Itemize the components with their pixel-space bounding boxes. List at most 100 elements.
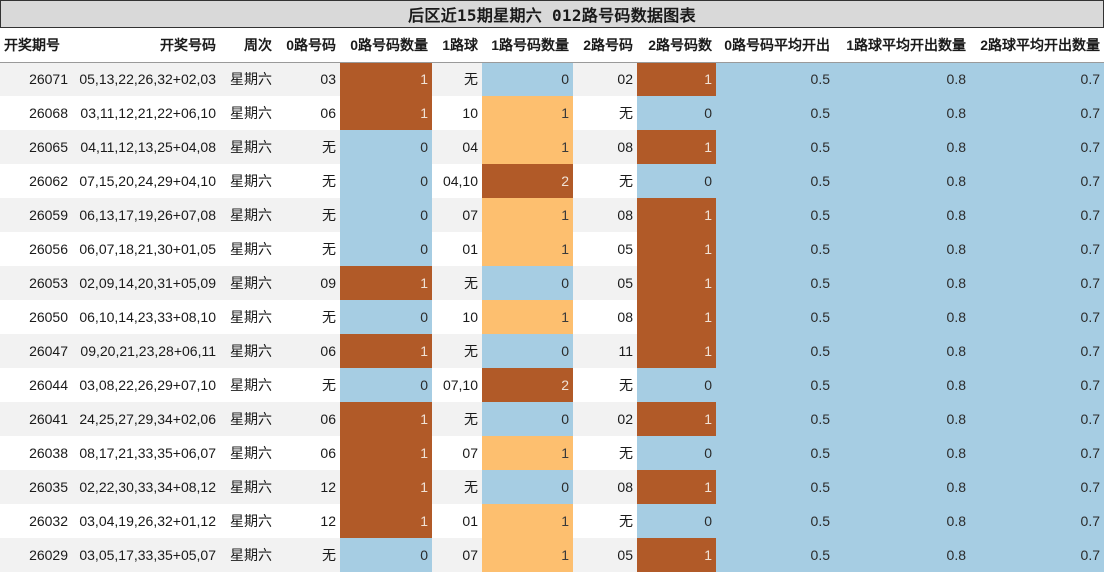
r1-count-cell: 1	[482, 96, 573, 130]
r1-count-cell: 0	[482, 402, 573, 436]
table-row: 26035 02,22,30,33,34+08,12 星期六 12 1 无 0 08 1 0.5 0…	[0, 470, 1104, 504]
avg0-cell: 0.5	[716, 266, 834, 300]
avg2-cell: 0.7	[970, 232, 1104, 266]
issue-cell: 26041	[0, 402, 72, 436]
table-row: 26062 07,15,20,24,29+04,10 星期六无 0 04,10 2 无 0 0.…	[0, 164, 1104, 198]
avg0-cell: 0.5	[716, 402, 834, 436]
avg1-cell: 0.8	[834, 504, 970, 538]
issue-cell: 26065	[0, 130, 72, 164]
table-row: 26041 24,25,27,29,34+02,06 星期六 06 1 无 0 02 1 0.5 0…	[0, 402, 1104, 436]
header-r0: 0路号码	[276, 28, 340, 63]
avg2-cell: 0.7	[970, 62, 1104, 96]
avg2-cell: 0.7	[970, 504, 1104, 538]
numbers-cell: 04,11,12,13,25+04,08	[72, 130, 220, 164]
avg1-cell: 0.8	[834, 232, 970, 266]
r2-count-cell: 0	[637, 436, 716, 470]
weekday-cell: 星期六	[220, 232, 276, 266]
r1-count-cell: 1	[482, 504, 573, 538]
header-r2: 2路号码	[573, 28, 637, 63]
r1-cell: 无	[432, 402, 482, 436]
r1-cell: 07	[432, 538, 482, 572]
r0-count-cell: 0	[340, 368, 432, 402]
r1-cell: 无	[432, 334, 482, 368]
r0-cell: 12	[276, 504, 340, 538]
r1-count-cell: 0	[482, 62, 573, 96]
avg0-cell: 0.5	[716, 62, 834, 96]
avg0-cell: 0.5	[716, 198, 834, 232]
avg0-cell: 0.5	[716, 232, 834, 266]
r0-count-cell: 1	[340, 62, 432, 96]
table-row: 26044 03,08,22,26,29+07,10 星期六无 0 07,10 2 无 0 0.…	[0, 368, 1104, 402]
numbers-cell: 08,17,21,33,35+06,07	[72, 436, 220, 470]
weekday-cell: 星期六	[220, 130, 276, 164]
avg2-cell: 0.7	[970, 470, 1104, 504]
r0-cell: 06	[276, 436, 340, 470]
r2-count-cell: 1	[637, 198, 716, 232]
issue-cell: 26029	[0, 538, 72, 572]
r2-count-cell: 1	[637, 538, 716, 572]
r1-count-cell: 0	[482, 334, 573, 368]
r0-count-cell: 0	[340, 232, 432, 266]
r0-cell: 无	[276, 164, 340, 198]
r2-count-cell: 1	[637, 334, 716, 368]
avg1-cell: 0.8	[834, 368, 970, 402]
r1-count-cell: 2	[482, 164, 573, 198]
numbers-cell: 07,15,20,24,29+04,10	[72, 164, 220, 198]
header-r2-count: 2路号码数	[637, 28, 716, 63]
r2-cell: 05	[573, 266, 637, 300]
r1-count-cell: 1	[482, 198, 573, 232]
avg2-cell: 0.7	[970, 368, 1104, 402]
avg2-cell: 0.7	[970, 164, 1104, 198]
r2-count-cell: 1	[637, 62, 716, 96]
weekday-cell: 星期六	[220, 198, 276, 232]
r1-cell: 10	[432, 96, 482, 130]
r0-cell: 06	[276, 402, 340, 436]
r2-count-cell: 1	[637, 266, 716, 300]
numbers-cell: 02,09,14,20,31+05,09	[72, 266, 220, 300]
r0-count-cell: 1	[340, 504, 432, 538]
r1-cell: 无	[432, 470, 482, 504]
data-table: 开奖期号 开奖号码 周次 0路号码 0路号码数量 1路球 1路号码数量 2路号码…	[0, 28, 1104, 572]
r1-count-cell: 1	[482, 232, 573, 266]
header-row: 开奖期号 开奖号码 周次 0路号码 0路号码数量 1路球 1路号码数量 2路号码…	[0, 28, 1104, 63]
avg0-cell: 0.5	[716, 164, 834, 198]
r2-count-cell: 1	[637, 300, 716, 334]
avg2-cell: 0.7	[970, 300, 1104, 334]
table-body: 26071 05,13,22,26,32+02,03 星期六 03 1 无 0 02 1 0.5 0…	[0, 62, 1104, 572]
numbers-cell: 24,25,27,29,34+02,06	[72, 402, 220, 436]
weekday-cell: 星期六	[220, 402, 276, 436]
avg0-cell: 0.5	[716, 368, 834, 402]
header-r1: 1路球	[432, 28, 482, 63]
weekday-cell: 星期六	[220, 300, 276, 334]
r0-cell: 无	[276, 368, 340, 402]
avg1-cell: 0.8	[834, 198, 970, 232]
table-row: 26071 05,13,22,26,32+02,03 星期六 03 1 无 0 02 1 0.5 0…	[0, 62, 1104, 96]
r2-cell: 05	[573, 538, 637, 572]
r2-cell: 02	[573, 62, 637, 96]
r2-count-cell: 0	[637, 368, 716, 402]
avg1-cell: 0.8	[834, 300, 970, 334]
avg2-cell: 0.7	[970, 130, 1104, 164]
avg0-cell: 0.5	[716, 96, 834, 130]
r0-cell: 无	[276, 198, 340, 232]
r0-count-cell: 0	[340, 164, 432, 198]
r1-count-cell: 1	[482, 538, 573, 572]
r0-cell: 无	[276, 130, 340, 164]
r1-count-cell: 1	[482, 300, 573, 334]
weekday-cell: 星期六	[220, 334, 276, 368]
r2-count-cell: 1	[637, 470, 716, 504]
r2-cell: 05	[573, 232, 637, 266]
numbers-cell: 03,05,17,33,35+05,07	[72, 538, 220, 572]
avg0-cell: 0.5	[716, 130, 834, 164]
avg2-cell: 0.7	[970, 198, 1104, 232]
r2-count-cell: 1	[637, 232, 716, 266]
numbers-cell: 06,10,14,23,33+08,10	[72, 300, 220, 334]
r0-cell: 03	[276, 62, 340, 96]
r0-cell: 06	[276, 96, 340, 130]
r0-cell: 无	[276, 538, 340, 572]
table-row: 26047 09,20,21,23,28+06,11 星期六 06 1 无 0 11 1 0.5 0…	[0, 334, 1104, 368]
r2-count-cell: 0	[637, 96, 716, 130]
issue-cell: 26071	[0, 62, 72, 96]
issue-cell: 26038	[0, 436, 72, 470]
r2-cell: 无	[573, 96, 637, 130]
